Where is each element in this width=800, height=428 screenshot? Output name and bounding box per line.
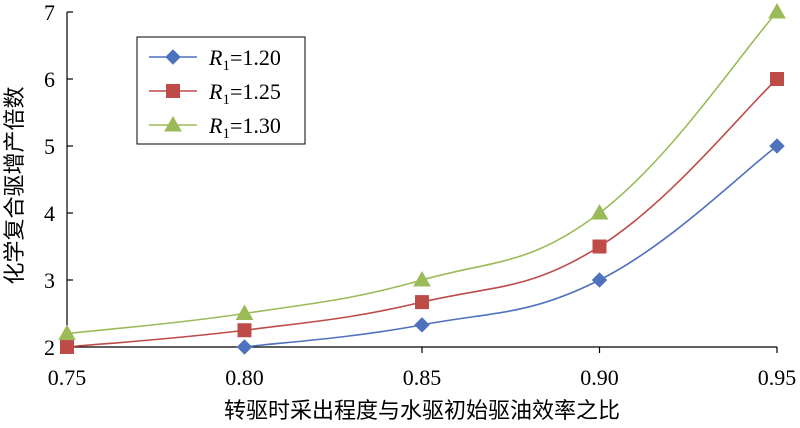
legend-label-subscript: 1: [222, 58, 230, 74]
legend-label: R1=1.25: [208, 79, 281, 108]
legend-marker-triangle: [164, 115, 182, 132]
legend-label-variable: R: [208, 45, 223, 70]
data-point-square: [415, 295, 429, 310]
x-tick-label: 0.90: [580, 365, 619, 390]
data-point-square: [60, 340, 74, 354]
data-point-diamond: [414, 317, 430, 333]
x-axis-title: 转驱时采出程度与水驱初始驱油效率之比: [224, 399, 620, 424]
ticks: 2 3 4 5 6 7 0.75 0.80 0.85 0.90 0.95: [44, 0, 796, 390]
data-point-diamond: [236, 339, 253, 355]
x-tick-label: 0.95: [758, 365, 797, 390]
data-point-triangle: [590, 203, 609, 220]
series-square: [60, 72, 784, 354]
y-tick-label: 5: [44, 134, 55, 159]
legend-label: R1=1.20: [208, 45, 281, 74]
series-line: [66, 11, 778, 335]
legend-label-subscript: 1: [222, 126, 230, 142]
legend-item: R1=1.30: [149, 113, 281, 142]
series-triangle: [58, 2, 786, 341]
data-point-square: [770, 72, 784, 86]
data-point-diamond: [769, 138, 785, 154]
data-point-diamond: [591, 272, 608, 288]
x-tick-label: 0.75: [48, 365, 87, 390]
legend-item: R1=1.20: [149, 45, 281, 74]
data-point-square: [592, 239, 607, 254]
series-group: [58, 2, 786, 355]
y-tick-label: 2: [44, 335, 55, 360]
y-tick-label: 3: [44, 268, 55, 293]
legend-label-variable: R: [208, 79, 223, 104]
data-point-triangle: [768, 2, 786, 19]
legend-label-variable: R: [208, 113, 223, 138]
data-point-square: [237, 323, 252, 338]
y-axis-title: 化学复合驱增产倍数: [3, 86, 28, 284]
data-point-triangle: [58, 324, 76, 341]
data-point-triangle: [235, 304, 254, 320]
legend-marker-diamond: [165, 49, 181, 65]
data-point-triangle: [413, 270, 431, 287]
legend-label-subscript: 1: [222, 92, 230, 108]
legend-label-value: =1.20: [230, 45, 281, 70]
x-tick-label: 0.80: [225, 365, 264, 390]
x-tick-label: 0.85: [403, 365, 442, 390]
legend-marker-square: [166, 84, 180, 98]
legend-label: R1=1.30: [208, 113, 281, 142]
legend-item: R1=1.25: [149, 79, 281, 108]
legend-label-value: =1.25: [230, 79, 281, 104]
series-line: [244, 145, 778, 348]
legend-label-value: =1.30: [230, 113, 281, 138]
y-tick-label: 4: [44, 201, 55, 226]
y-tick-label: 7: [44, 0, 55, 25]
y-tick-label: 6: [44, 67, 55, 92]
series-diamond: [236, 138, 785, 355]
